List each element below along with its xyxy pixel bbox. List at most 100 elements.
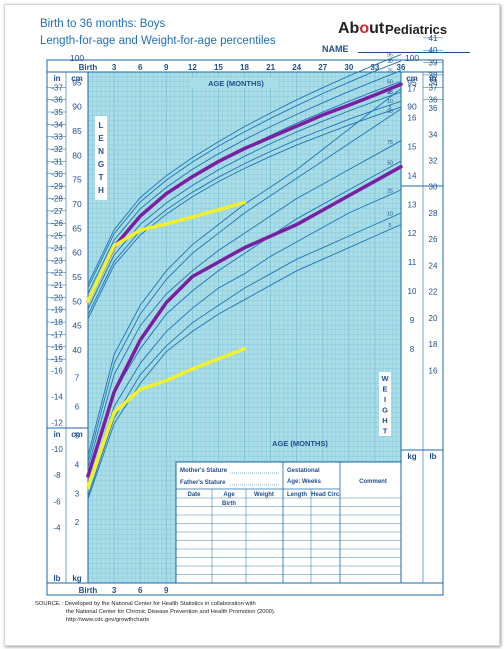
logo-o-mark: o <box>359 20 370 37</box>
inch-label-left: -25 <box>51 232 63 241</box>
lb-label-right: 30 <box>429 183 438 192</box>
age-tick-top: 12 <box>188 63 197 72</box>
age-tick-bottom: 6 <box>138 586 143 595</box>
lb-label-right: 18 <box>429 340 438 349</box>
lb-label-left: -6 <box>53 497 61 506</box>
cm-label-left: 85 <box>72 126 82 136</box>
unit-in-left-mid: in <box>53 430 60 439</box>
lb-label-right: 22 <box>429 288 438 297</box>
cm-label-left: 45 <box>72 321 82 331</box>
inch-label-left: -22 <box>51 269 63 278</box>
brand-subtitle: Pediatrics <box>385 22 448 37</box>
inch-label-left: -29 <box>51 182 63 191</box>
age-tick-top: 24 <box>292 63 301 72</box>
logo-ut: ut <box>369 20 385 37</box>
length-percentile-label: 10 <box>387 99 393 105</box>
kg-label-right: 16 <box>408 114 417 123</box>
length-percentile-95 <box>87 54 402 285</box>
length-percentile-label: 50 <box>387 79 393 85</box>
inch-label-left: -30 <box>51 170 63 179</box>
child-weight-purple-line <box>86 164 403 478</box>
cm-label-left: 100 <box>70 53 84 63</box>
length-label-box <box>95 116 107 200</box>
length-label-letter: N <box>98 147 104 156</box>
source-line3: http://www.cdc.gov/growthcharts <box>66 617 150 623</box>
age-tick-bottom: 3 <box>112 586 117 595</box>
cm-label-left: 95 <box>72 77 82 87</box>
age-tick-bottom: Birth <box>79 586 98 595</box>
inch-label-left: -28 <box>51 195 63 204</box>
inch-label-left: -27 <box>51 207 63 216</box>
kg-label-left: 7 <box>75 374 80 383</box>
kg-label-right: 10 <box>408 287 417 296</box>
kg-label-right: 12 <box>408 229 417 238</box>
logo-ab: Ab <box>338 20 360 37</box>
inch-label-left: -20 <box>51 293 63 302</box>
weight-label-letter: E <box>382 385 387 394</box>
table-col-header: Age <box>223 492 235 498</box>
gestational-label: Gestational <box>287 468 320 474</box>
kg-label-right: 8 <box>410 345 415 354</box>
kg-label-left: 6 <box>75 403 80 412</box>
lb-label-left: -14 <box>51 392 63 401</box>
unit-cm-left-mid: cm <box>71 430 83 439</box>
cm-label-right: 95 <box>407 77 417 87</box>
kg-label-left: 3 <box>75 489 80 498</box>
inch-label-left: -33 <box>51 133 63 142</box>
inch-label-left: -24 <box>51 244 63 253</box>
kg-label-right: 15 <box>408 143 417 152</box>
inch-label-left: -32 <box>51 145 63 154</box>
age-header-top-bg <box>190 78 278 88</box>
weight-percentile-10 <box>87 212 402 497</box>
weight-percentile-label: 25 <box>387 188 393 194</box>
inch-label-right: 36 <box>429 96 438 105</box>
cm-label-left: 80 <box>72 150 82 160</box>
source-note: SOURCE : Developed by the National Cente… <box>35 600 275 624</box>
lb-label-right: 20 <box>429 314 438 323</box>
length-label-letter: L <box>99 121 104 130</box>
top-age-bar <box>46 59 444 73</box>
age-tick-top: 33 <box>370 63 379 72</box>
kg-label-right: 17 <box>408 85 417 94</box>
table-col-header: Date <box>187 492 201 498</box>
weight-percentile-label: 10 <box>387 211 393 217</box>
age-tick-top: 3 <box>112 63 117 72</box>
weight-percentile-90 <box>87 108 402 462</box>
length-label-letter: G <box>98 160 104 169</box>
table-col-header: Length <box>287 492 307 498</box>
lb-label-right: 38 <box>429 78 438 87</box>
comment-header: Comment <box>359 479 387 485</box>
length-percentile-90 <box>87 60 402 288</box>
table-birth-cell: Birth <box>222 501 236 507</box>
weight-percentile-75 <box>87 140 402 468</box>
length-percentile-label: 95 <box>387 53 393 59</box>
lb-label-right: 28 <box>429 209 438 218</box>
weight-percentile-5 <box>87 224 402 500</box>
weight-label-letter: H <box>382 416 387 425</box>
unit-kg-left: kg <box>72 574 81 583</box>
lb-label-left: -8 <box>53 471 61 480</box>
age-tick-top: 9 <box>164 63 169 72</box>
age-axis-label-top: AGE (MONTHS) <box>208 79 264 88</box>
lb-label-left: -16 <box>51 366 63 375</box>
inch-label-left: -21 <box>51 281 63 290</box>
kg-label-left: 5 <box>75 432 80 441</box>
about-logo: About <box>338 20 384 38</box>
cm-label-left: 50 <box>72 296 82 306</box>
length-percentile-label: 25 <box>387 90 393 96</box>
unit-in-left-top: in <box>53 74 60 83</box>
name-label: NAME <box>322 44 349 54</box>
weight-percentile-label: 50 <box>387 160 393 166</box>
length-percentile-75 <box>87 70 402 294</box>
cm-label-left: 60 <box>72 248 82 258</box>
weight-label-letter: W <box>381 374 389 383</box>
kg-label-right: 14 <box>408 171 417 180</box>
length-percentile-label: 75 <box>387 69 393 75</box>
weight-percentile-label: 90 <box>387 109 393 115</box>
measurement-table <box>175 461 402 584</box>
age-tick-top: 27 <box>318 63 327 72</box>
cm-label-left: 70 <box>72 199 82 209</box>
age-tick-top: 15 <box>214 63 223 72</box>
cm-label-left: 65 <box>72 223 82 233</box>
weight-percentile-label: 5 <box>389 223 392 229</box>
